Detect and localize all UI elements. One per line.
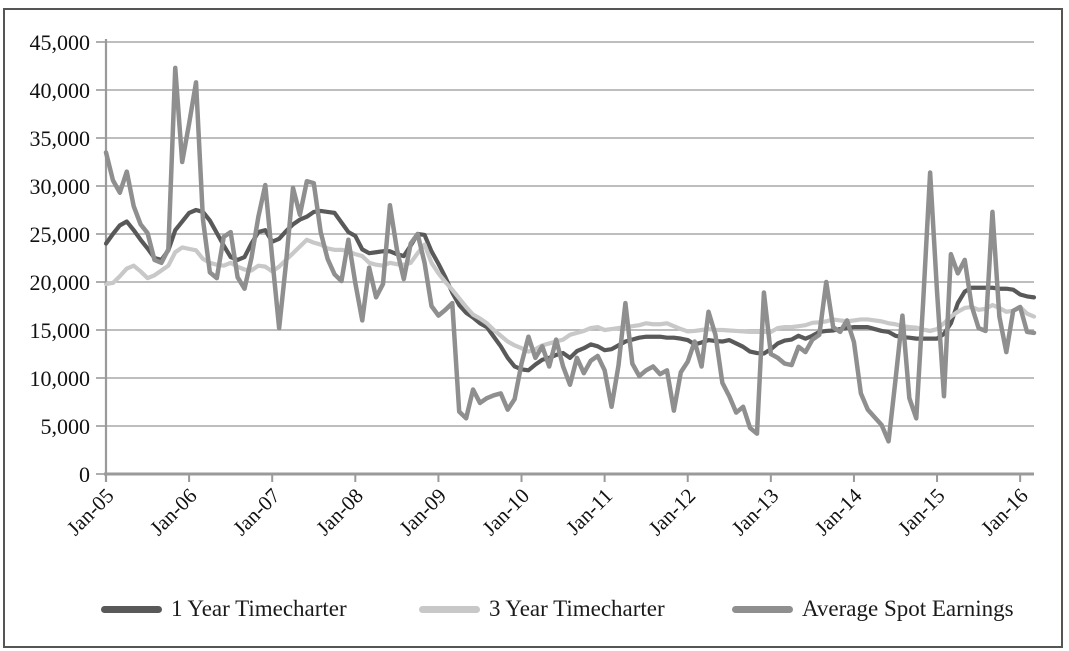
legend-swatch-average-spot-earnings [732, 605, 793, 613]
axis-ticks [96, 41, 1022, 482]
y-tick-label: 25,000 [30, 222, 91, 247]
x-tick-label: Jan-07 [228, 484, 285, 541]
x-tick-label: Jan-06 [145, 484, 202, 541]
x-tick-label: Jan-09 [394, 484, 451, 541]
chart-legend: 1 Year Timecharter 3 Year Timecharter Av… [0, 595, 1069, 629]
x-tick-label: Jan-13 [727, 484, 784, 541]
legend-item-3-year-timecharter: 3 Year Timecharter [419, 595, 665, 623]
y-tick-label: 30,000 [30, 174, 91, 199]
series-line-1-year-timecharter [103, 207, 1037, 373]
legend-label-average-spot-earnings: Average Spot Earnings [802, 596, 1014, 621]
legend-label-3-year-timecharter: 3 Year Timecharter [489, 596, 665, 621]
y-axis-labels: 0 5,000 10,000 15,000 20,000 25,000 30,000 35,0… [30, 30, 91, 487]
x-tick-label: Jan-14 [810, 483, 867, 540]
y-tick-label: 20,000 [30, 270, 91, 295]
x-axis-labels: Jan-05 Jan-06 Jan-07 Jan-08 Jan-09 Jan-10 Jan-… [62, 483, 1033, 540]
y-tick-label: 45,000 [30, 30, 91, 55]
legend-label-1-year-timecharter: 1 Year Timecharter [171, 596, 347, 621]
x-tick-label: Jan-05 [62, 484, 119, 541]
x-tick-label: Jan-12 [644, 484, 701, 541]
x-tick-label: Jan-10 [477, 484, 534, 541]
y-tick-label: 0 [79, 462, 90, 487]
gridlines [106, 41, 1034, 427]
x-tick-label: Jan-08 [311, 484, 368, 541]
y-tick-label: 35,000 [30, 126, 91, 151]
legend-item-1-year-timecharter: 1 Year Timecharter [101, 595, 347, 623]
y-tick-label: 40,000 [30, 78, 91, 103]
legend-swatch-1-year-timecharter [101, 605, 162, 613]
series-line-average-spot-earnings [103, 65, 1037, 444]
x-tick-label: Jan-15 [893, 484, 950, 541]
y-tick-label: 5,000 [41, 414, 91, 439]
legend-item-average-spot-earnings: Average Spot Earnings [732, 595, 1014, 623]
series-line-3-year-timecharter [103, 237, 1037, 354]
y-tick-label: 15,000 [30, 318, 91, 343]
x-tick-label: Jan-16 [976, 484, 1033, 541]
x-tick-label: Jan-11 [561, 484, 617, 540]
axes [104, 39, 1034, 482]
series-lines [103, 65, 1037, 444]
y-tick-label: 10,000 [30, 366, 91, 391]
legend-swatch-3-year-timecharter [419, 605, 480, 613]
